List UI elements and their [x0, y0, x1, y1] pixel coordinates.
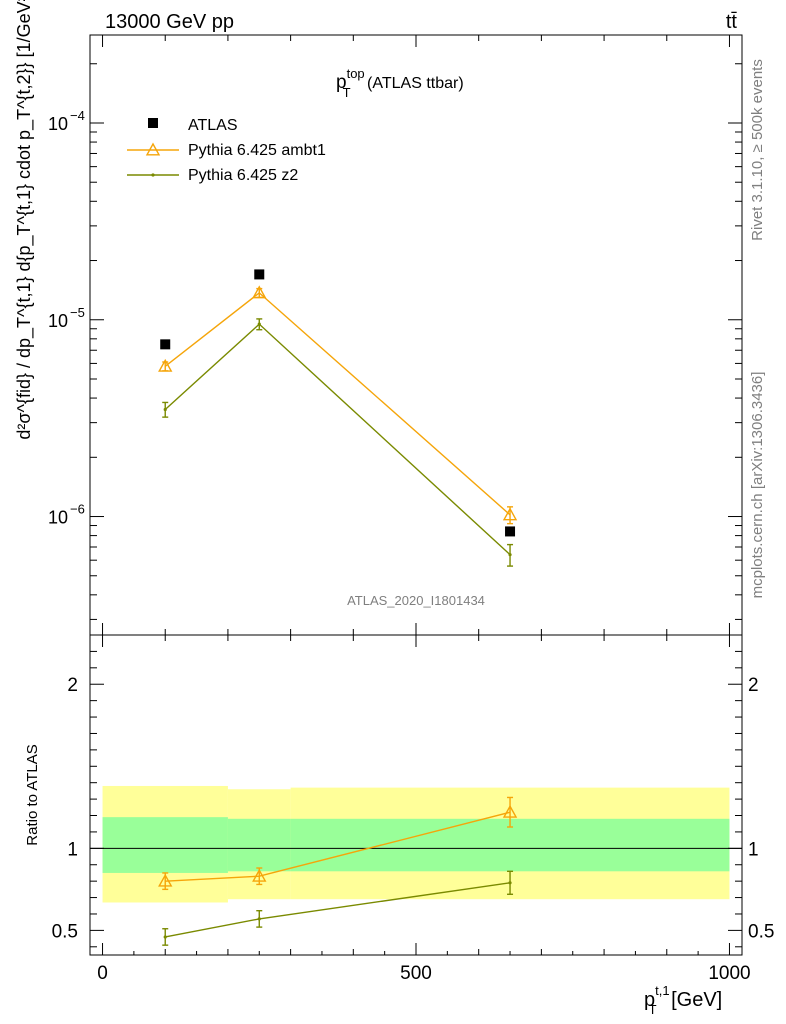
ratio-point-ambt1 [502, 804, 518, 818]
legend-marker-ambt1 [145, 142, 161, 156]
ratio-y-tick-label-right: 2 [748, 675, 759, 696]
legend-marker-atlas [148, 118, 158, 128]
point-atlas [505, 526, 516, 537]
plot-title: ptop T (ATLAS ttbar) [336, 66, 464, 100]
ratio-plot: 0 500 1000 0.5 0.5 1 1 2 2 [52, 634, 774, 984]
analysis-id-label: ATLAS_2020_I1801434 [347, 593, 485, 608]
y-tick-label: 10 [48, 311, 68, 331]
rivet-version-label: Rivet 3.1.10, ≥ 500k events [749, 59, 766, 241]
x-tick-label: 0 [97, 963, 108, 984]
ratio-point-ambt1 [158, 873, 173, 887]
header-energy-label: 13000 GeV pp [105, 11, 234, 33]
series-line-ambt1 [164, 291, 511, 516]
point-z2 [163, 407, 167, 412]
y-tick-label-exponent: −5 [70, 305, 85, 320]
ratio-band-inner-1 [227, 818, 291, 872]
ratio-y-tick-label-right: 1 [748, 839, 759, 860]
x-tick-label: 500 [400, 963, 432, 984]
point-ambt1 [252, 285, 267, 299]
ratio-band-inner-0 [102, 817, 228, 873]
point-atlas [160, 339, 171, 350]
ratio-point-z2 [508, 881, 512, 885]
series-line-z2 [164, 323, 511, 556]
legend: ATLAS Pythia 6.425 ambt1 Pythia 6.425 z2 [127, 117, 326, 184]
ratio-y-tick-label-right: 0.5 [748, 921, 774, 942]
ratio-ylabel: Ratio to ATLAS [24, 744, 41, 845]
legend-label: Pythia 6.425 z2 [188, 167, 298, 184]
y-tick-label-exponent: −6 [70, 502, 85, 517]
ratio-y-tick-label: 1 [67, 839, 78, 860]
legend-label: ATLAS [188, 117, 238, 134]
mcplots-label: mcplots.cern.ch [arXiv:1306.3436] [749, 372, 766, 599]
top-ylabel: d²σ^{fid} / dp_T^{t,1} d{p_T^{t,1} cdot … [14, 0, 35, 440]
point-ambt1 [158, 358, 173, 372]
y-tick-label-exponent: −4 [70, 108, 85, 123]
ratio-y-tick-label: 2 [67, 675, 78, 696]
ratio-y-tick-label: 0.5 [52, 921, 78, 942]
point-z2 [508, 553, 512, 557]
x-axis-label: pt,1 T [GeV] [644, 983, 722, 1017]
ratio-point-z2 [257, 917, 261, 921]
legend-label: Pythia 6.425 ambt1 [188, 142, 326, 159]
point-atlas [254, 269, 265, 280]
ratio-point-z2 [163, 935, 167, 939]
y-tick-label: 10 [48, 508, 68, 528]
legend-marker-z2 [151, 173, 155, 177]
header-process-label: tt̄ [726, 11, 738, 33]
y-tick-label: 10 [48, 114, 68, 134]
ratio-point-ambt1 [252, 868, 267, 882]
x-tick-label: 1000 [708, 963, 750, 984]
point-ambt1 [502, 507, 518, 521]
point-z2 [257, 322, 261, 326]
